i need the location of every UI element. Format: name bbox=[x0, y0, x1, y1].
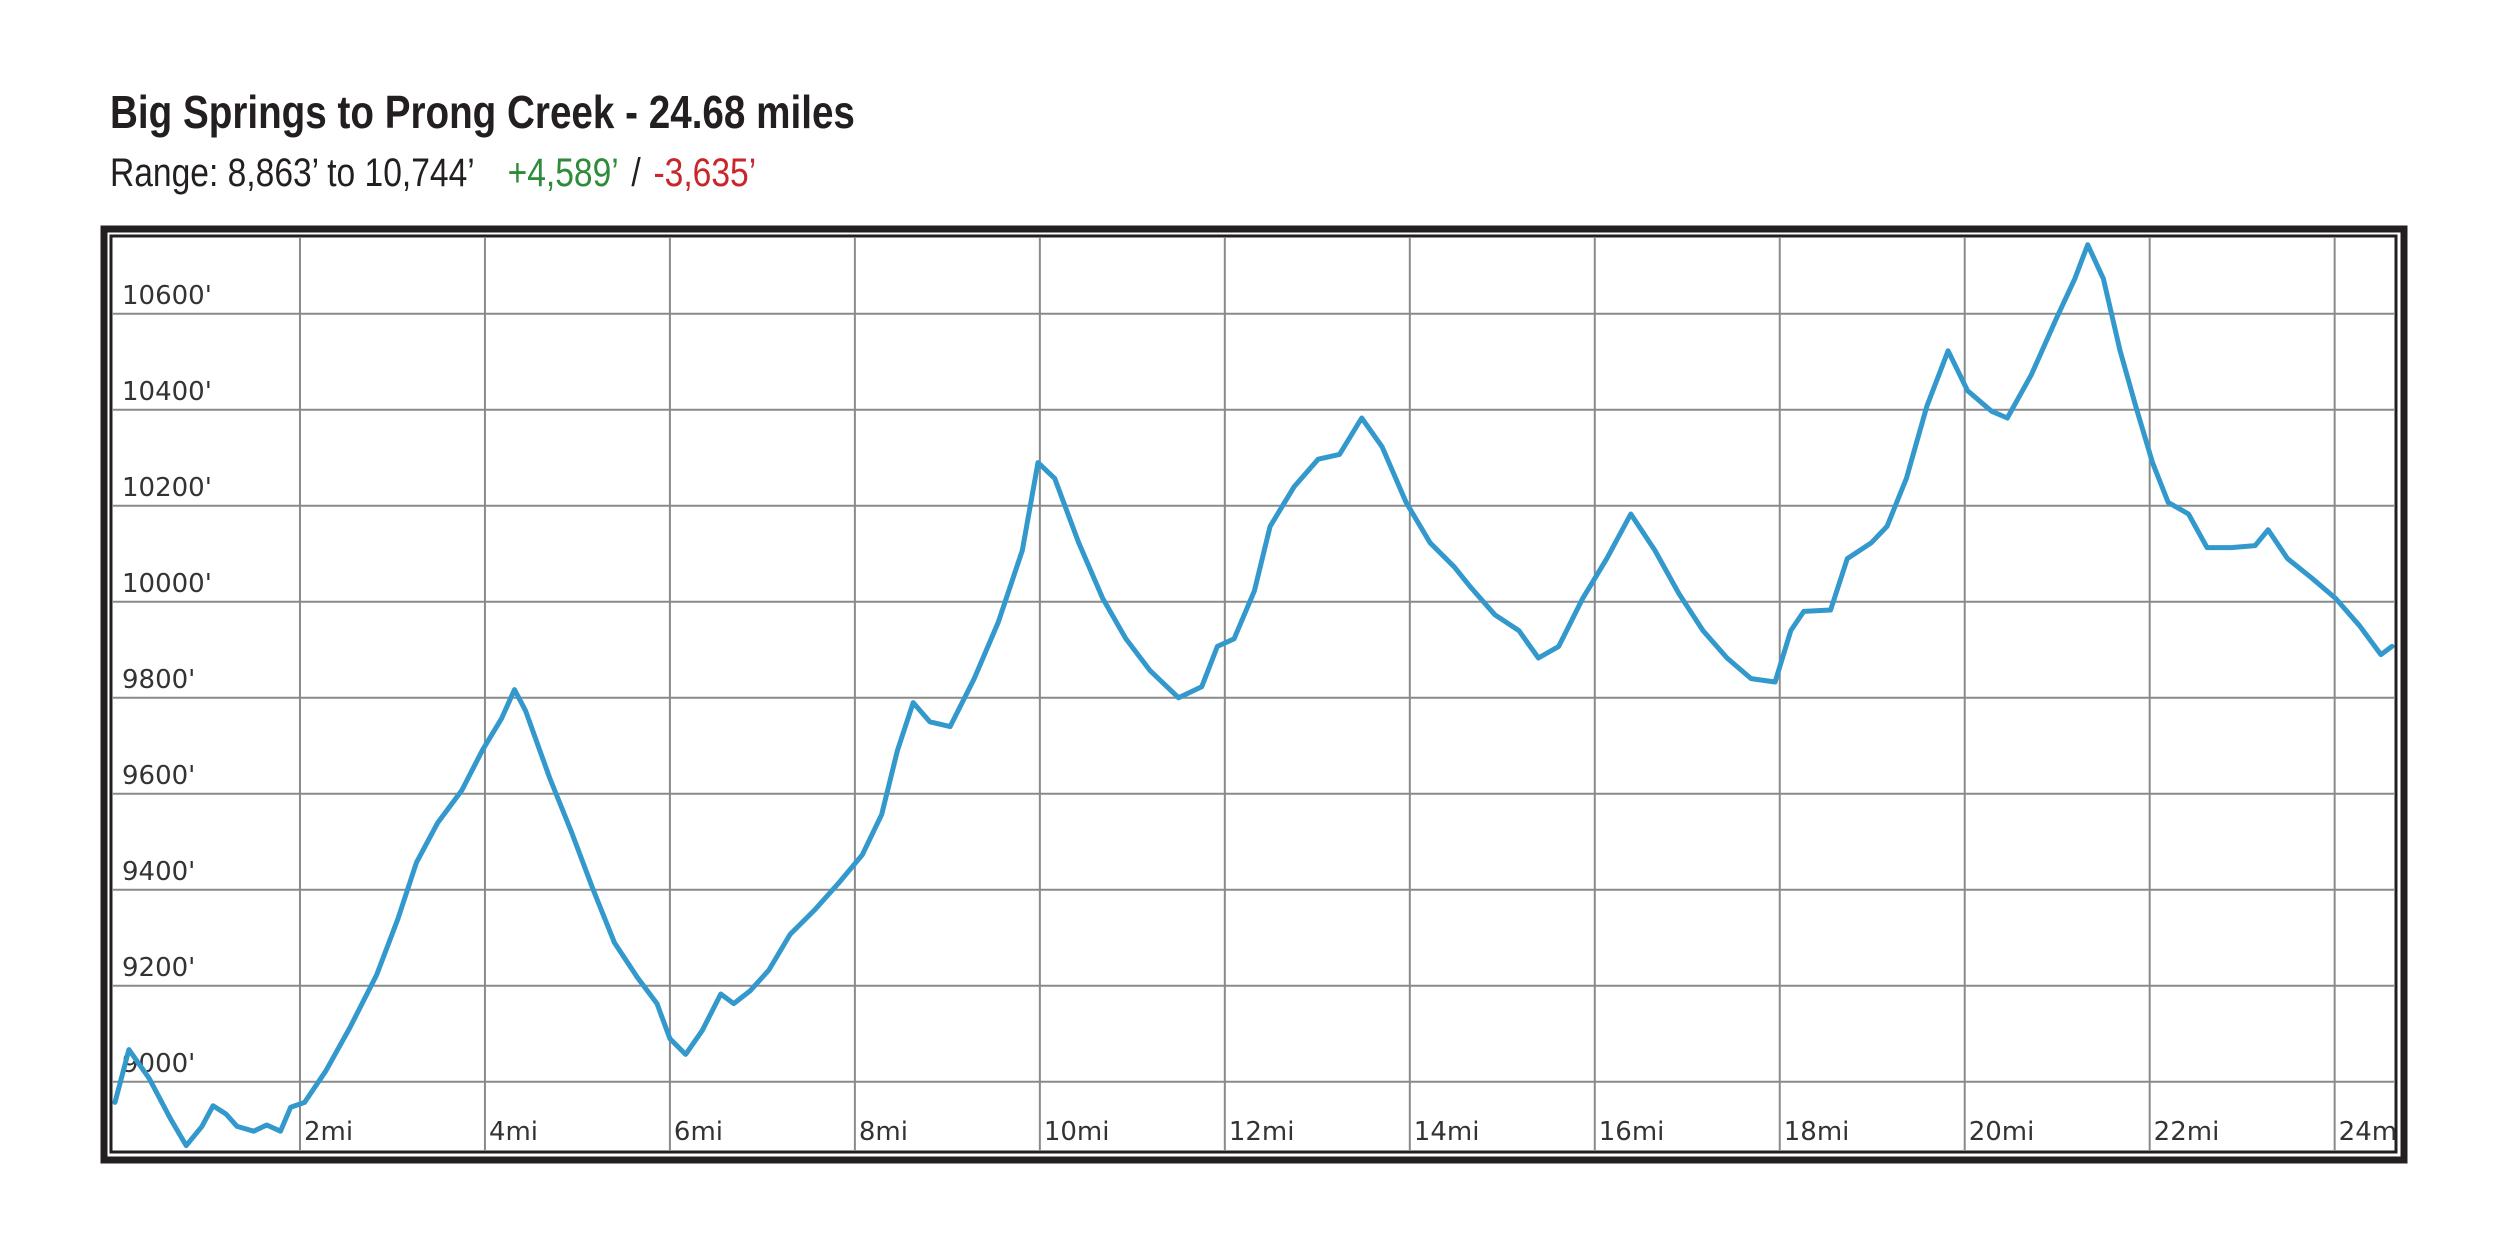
y-tick-label: 9800' bbox=[122, 665, 195, 695]
separator: / bbox=[631, 150, 641, 194]
range-text: Range: 8,863’ to 10,744’ bbox=[110, 150, 475, 194]
y-tick-label: 9400' bbox=[122, 857, 195, 887]
x-tick-label: 12mi bbox=[1229, 1117, 1295, 1147]
title-group: Big Springs to Prong Creek - 24.68 miles bbox=[110, 87, 855, 138]
x-tick-label: 4mi bbox=[489, 1117, 538, 1147]
frame-inner bbox=[109, 234, 2398, 1154]
x-tick-label: 10mi bbox=[1044, 1117, 1110, 1147]
x-tick-label: 6mi bbox=[674, 1117, 723, 1147]
loss-text: -3,635’ bbox=[653, 150, 756, 194]
y-tick-label: 10000' bbox=[122, 569, 212, 599]
x-tick-label: 8mi bbox=[859, 1117, 908, 1147]
plot-area: 9000'9200'9400'9600'9800'10000'10200'104… bbox=[112, 237, 2405, 1151]
x-tick-label: 20mi bbox=[1969, 1117, 2035, 1147]
elevation-line bbox=[112, 242, 2395, 1149]
x-tick-label: 22mi bbox=[2154, 1117, 2220, 1147]
y-tick-label: 10400' bbox=[122, 377, 212, 407]
chart-title: Big Springs to Prong Creek - 24.68 miles bbox=[110, 87, 855, 138]
x-tick-label: 2mi bbox=[304, 1117, 353, 1147]
x-tick-label: 14mi bbox=[1414, 1117, 1480, 1147]
y-tick-label: 10200' bbox=[122, 473, 212, 503]
x-tick-label: 16mi bbox=[1599, 1117, 1665, 1147]
y-tick-label: 9200' bbox=[122, 953, 195, 983]
y-tick-label: 10600' bbox=[122, 281, 212, 311]
subtitle: Range: 8,863’ to 10,744’ +4,589’ / -3,63… bbox=[110, 150, 756, 194]
subtitle-group: Range: 8,863’ to 10,744’ +4,589’ / -3,63… bbox=[110, 150, 756, 194]
x-tick-label: 18mi bbox=[1784, 1117, 1850, 1147]
y-tick-label: 9600' bbox=[122, 761, 195, 791]
frame-outer bbox=[100, 225, 2408, 1164]
x-tick-label: 24mi bbox=[2339, 1117, 2405, 1147]
gain-text: +4,589’ bbox=[508, 150, 619, 194]
